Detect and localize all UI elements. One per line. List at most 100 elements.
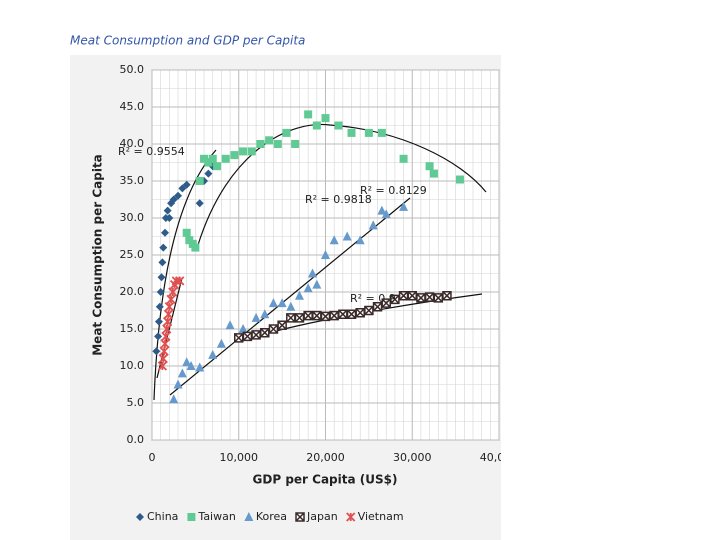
point — [364, 305, 374, 316]
point — [162, 316, 173, 327]
trendline — [169, 197, 411, 396]
markers — [152, 110, 464, 404]
point — [307, 268, 317, 278]
point — [425, 162, 434, 171]
point — [368, 220, 378, 230]
point — [204, 158, 213, 167]
point — [169, 195, 178, 204]
point — [160, 339, 170, 349]
legend-label: China — [147, 510, 178, 523]
trendline — [153, 149, 217, 401]
point — [173, 379, 183, 389]
legend-marker — [295, 512, 305, 522]
point — [294, 313, 305, 323]
x-tick-label: 30,000 — [393, 451, 432, 464]
point — [442, 290, 452, 301]
point — [213, 162, 222, 171]
x-tick-label: 20,000 — [306, 451, 345, 464]
point — [268, 298, 278, 308]
legend-label: Japan — [306, 510, 338, 523]
point — [342, 231, 352, 241]
point — [346, 309, 357, 319]
point — [161, 228, 170, 237]
annotation: R² = 0.9818 — [305, 193, 372, 206]
point — [416, 293, 426, 303]
point — [260, 327, 270, 338]
point — [399, 154, 408, 163]
point — [238, 324, 248, 333]
point — [294, 290, 304, 300]
point — [166, 294, 176, 305]
point — [286, 313, 296, 323]
point — [429, 169, 438, 178]
point — [347, 128, 356, 137]
point — [277, 298, 287, 308]
legend-marker — [346, 512, 356, 522]
point — [191, 243, 200, 252]
legend-label: Korea — [256, 510, 287, 523]
point — [182, 180, 191, 189]
point — [208, 349, 218, 359]
point — [162, 324, 172, 334]
point — [312, 310, 322, 321]
point — [364, 128, 373, 137]
point — [175, 276, 185, 286]
y-tick-label: 15.0 — [120, 322, 145, 335]
point — [186, 361, 196, 370]
point — [355, 235, 365, 245]
y-tick-label: 50.0 — [120, 63, 145, 76]
point — [195, 199, 204, 208]
x-axis-label: GDP per Capita (US$) — [253, 473, 398, 487]
point — [268, 324, 279, 334]
point — [178, 184, 187, 193]
point — [256, 140, 265, 148]
point — [234, 333, 244, 343]
point — [182, 228, 191, 237]
point — [158, 353, 168, 364]
y-tick-label: 40.0 — [120, 137, 145, 150]
point — [251, 312, 261, 322]
point — [154, 332, 163, 341]
point — [291, 140, 300, 148]
point — [216, 338, 226, 348]
legend: China Taiwan Korea Japan Vietnam — [136, 510, 404, 523]
point — [221, 154, 230, 163]
point — [377, 205, 387, 215]
point — [242, 331, 253, 342]
y-tick-label: 45.0 — [120, 100, 145, 113]
point — [169, 394, 179, 404]
point — [156, 288, 165, 296]
x-tick-label: 0 — [149, 451, 156, 464]
legend-marker — [187, 513, 196, 521]
point — [303, 283, 313, 293]
point — [158, 258, 167, 267]
y-tick-label: 25.0 — [120, 248, 145, 261]
x-tick-label: 10,000 — [220, 451, 259, 464]
point — [424, 292, 435, 302]
point — [230, 151, 239, 160]
point — [334, 121, 343, 130]
point — [329, 235, 339, 245]
y-axis-label: Meat Consumption per Capita — [91, 154, 105, 356]
point — [381, 209, 391, 219]
point — [321, 250, 330, 259]
point — [208, 154, 217, 163]
point — [164, 302, 174, 312]
legend-label: Taiwan — [197, 510, 235, 523]
point — [265, 136, 274, 145]
point — [200, 154, 209, 163]
point — [312, 279, 322, 289]
point — [161, 331, 171, 342]
point — [195, 362, 205, 372]
point — [174, 191, 183, 200]
point — [399, 201, 409, 211]
point — [321, 114, 330, 123]
point — [154, 317, 163, 326]
x-tick-label: 40,000 — [480, 451, 519, 464]
point — [260, 309, 270, 319]
chart-title: Meat Consumption and GDP per Capita — [70, 34, 305, 48]
point — [304, 110, 313, 119]
point — [165, 214, 174, 222]
point — [163, 206, 172, 215]
